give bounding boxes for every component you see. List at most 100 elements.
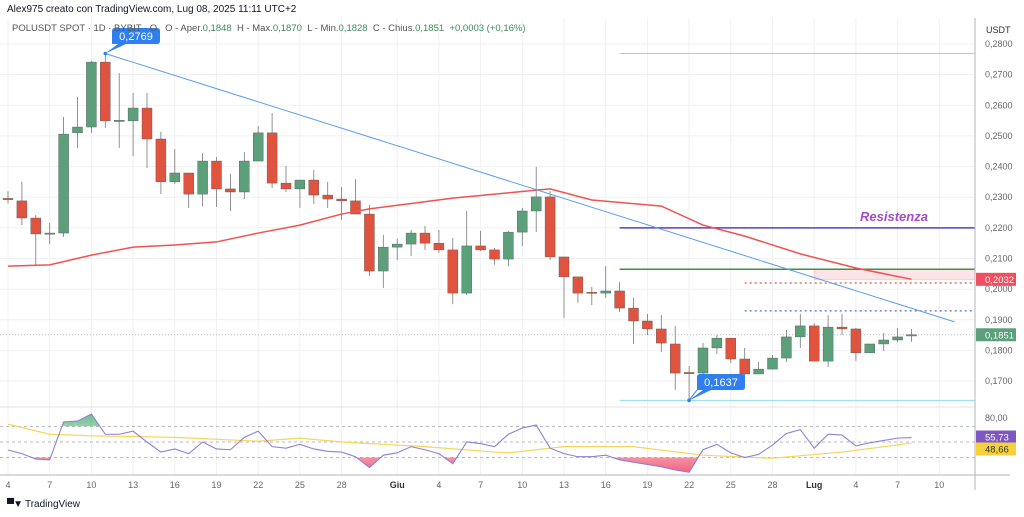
tradingview-logo[interactable]: ▀▼ TradingView	[7, 499, 80, 510]
candle-down	[447, 249, 458, 294]
brand-label: TradingView	[24, 499, 81, 510]
low-callout-anchor	[687, 398, 691, 403]
change-value: +0,0003 (+0,16%)	[449, 23, 526, 34]
candle-down	[642, 320, 653, 330]
candle-down	[670, 343, 681, 374]
price-tick: 0,1700	[985, 376, 1013, 386]
date-tick: 10	[934, 480, 944, 490]
candle-down	[141, 107, 153, 140]
date-tick: Lug	[806, 480, 823, 490]
candle-down	[30, 217, 41, 235]
resistance-label: Resistenza	[860, 209, 928, 224]
candle-down	[308, 179, 319, 196]
date-tick: 25	[295, 480, 305, 490]
candle-up	[169, 172, 181, 183]
candle-down	[433, 242, 445, 251]
rsi-oversold-fill	[8, 457, 912, 473]
close-value: 0,1851	[415, 23, 445, 34]
price-tick: 0,2200	[985, 223, 1013, 233]
candle-down	[628, 307, 639, 322]
axes: USDT 0,2800 0,2700 0,2600 0,2500 0,2400 0,2300…	[0, 18, 1016, 490]
candle-down	[155, 138, 167, 183]
candle-up	[781, 336, 792, 359]
candle-up	[531, 196, 542, 212]
high-label: H - Max.	[236, 23, 273, 34]
candle-down	[419, 232, 431, 244]
high-callout-bubble	[105, 28, 160, 54]
price-tick: 0,2400	[985, 162, 1013, 172]
candle-down	[183, 172, 194, 195]
price-tick: 0,2600	[985, 100, 1013, 110]
candle-up	[600, 290, 611, 294]
candle-down	[100, 61, 111, 122]
candle-down	[558, 256, 570, 278]
candle-up	[697, 347, 709, 374]
rsi-overbought-fill	[61, 414, 537, 427]
candle-up	[767, 357, 778, 370]
rsi-value-tag: 55,73	[985, 433, 1009, 444]
candle-down	[280, 182, 292, 190]
candle-up	[113, 120, 125, 122]
candle-down	[364, 213, 375, 272]
rsi-tick: 80,00	[985, 413, 1008, 423]
date-tick: 13	[128, 480, 138, 490]
candle-up	[906, 334, 917, 337]
date-tick: 7	[895, 480, 900, 490]
candle-down	[683, 372, 695, 374]
open-label: O - Aper.	[165, 23, 203, 34]
candle-up	[58, 133, 69, 234]
rsi-ma-tag: 48,66	[985, 445, 1009, 456]
rsi-value-tag-bg	[976, 430, 1016, 444]
price-tick: 0,1900	[985, 315, 1013, 325]
candle-up	[239, 160, 250, 193]
candle-up	[878, 339, 889, 345]
candle-up	[405, 232, 417, 245]
candle-down	[614, 290, 625, 309]
date-tick: 19	[211, 480, 221, 490]
date-tick: 25	[726, 480, 736, 490]
date-tick: 19	[642, 480, 652, 490]
date-tick: Giu	[390, 480, 405, 490]
low-callout-pointer	[688, 389, 698, 401]
candle-down	[656, 328, 667, 344]
candle-down	[836, 326, 848, 330]
candle-down	[725, 337, 736, 360]
candle-down	[350, 200, 361, 215]
last-price-tag: 0,1851	[985, 330, 1014, 341]
candle-up	[378, 246, 389, 272]
price-tick: 0,2700	[985, 70, 1013, 80]
last-price-tag-bg	[976, 328, 1016, 342]
candle-up	[864, 343, 875, 354]
date-tick: 4	[5, 480, 10, 490]
candle-up	[294, 179, 306, 190]
price-tick: 0,2300	[985, 192, 1013, 202]
candle-up	[892, 336, 903, 341]
open-value: 0,1848	[202, 23, 232, 34]
rsi-ma-tag-bg	[976, 442, 1016, 456]
price-tick: 0,2000	[985, 284, 1013, 294]
candle-down	[572, 276, 584, 294]
high-value: 0,1870	[272, 23, 302, 34]
date-tick: 13	[559, 480, 569, 490]
candle-up	[711, 337, 723, 349]
candle-up	[127, 107, 139, 122]
date-tick: 4	[853, 480, 858, 490]
price-tick: 0,2100	[985, 253, 1013, 263]
rsi-ma-line	[7, 423, 912, 459]
candle-down	[2, 198, 14, 200]
drawing-levels	[0, 52, 976, 401]
candle-up	[753, 368, 764, 375]
ma-price-tag-bg	[976, 272, 1016, 286]
rsi-panel	[0, 406, 975, 473]
date-tick: 10	[86, 480, 96, 490]
overlays: Resistenza 0,2769 0,1637	[7, 28, 955, 403]
candles	[2, 53, 917, 401]
candle-up	[461, 245, 472, 294]
candle-up	[392, 243, 403, 248]
date-tick: 10	[517, 480, 527, 490]
price-tick: 0,1800	[985, 345, 1013, 355]
symbol-label[interactable]: POLUSDT SPOT · 1D · BYBIT	[12, 23, 142, 34]
candle-up	[795, 325, 806, 338]
high-callout-anchor	[103, 51, 108, 56]
